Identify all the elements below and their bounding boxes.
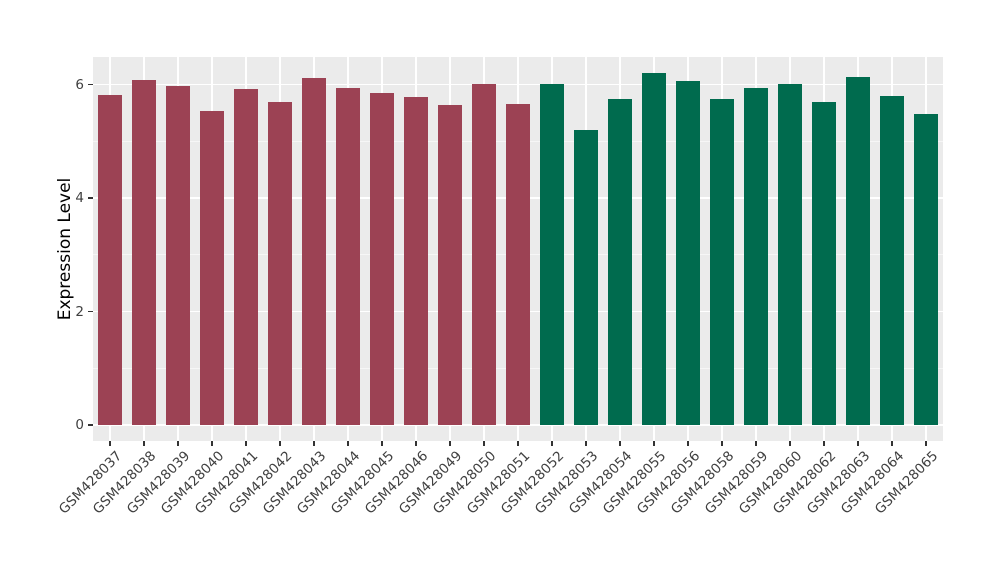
bar-GSM428039: [166, 86, 190, 425]
bar-GSM428045: [370, 92, 394, 425]
x-tick-mark: [415, 441, 417, 446]
x-tick-mark: [755, 441, 757, 446]
y-tick-mark: [88, 197, 93, 199]
x-tick-mark: [687, 441, 689, 446]
bar-GSM428049: [438, 105, 462, 425]
x-tick-mark: [211, 441, 213, 446]
bar-GSM428063: [846, 77, 870, 425]
x-tick-mark: [551, 441, 553, 446]
x-tick-mark: [857, 441, 859, 446]
bar-GSM428044: [336, 87, 360, 425]
bar-GSM428051: [506, 103, 530, 425]
bar-GSM428053: [574, 130, 598, 425]
x-tick-mark: [313, 441, 315, 446]
x-tick-mark: [619, 441, 621, 446]
bar-GSM428046: [404, 96, 428, 425]
bar-GSM428060: [778, 83, 802, 425]
bar-GSM428037: [98, 95, 122, 425]
bar-GSM428038: [132, 79, 156, 425]
plot-panel: [93, 57, 943, 441]
bar-GSM428042: [268, 101, 292, 425]
bar-GSM428054: [608, 98, 632, 425]
bar-GSM428056: [676, 81, 700, 425]
x-tick-mark: [585, 441, 587, 446]
bar-GSM428062: [812, 102, 836, 425]
x-tick-mark: [517, 441, 519, 446]
x-tick-mark: [449, 441, 451, 446]
bar-GSM428055: [642, 73, 666, 425]
y-tick-label: 6: [75, 76, 84, 93]
x-tick-mark: [109, 441, 111, 446]
x-tick-mark: [891, 441, 893, 446]
x-tick-mark: [245, 441, 247, 446]
x-tick-mark: [483, 441, 485, 446]
bar-GSM428043: [302, 78, 326, 425]
x-tick-mark: [177, 441, 179, 446]
y-tick-mark: [88, 424, 93, 426]
x-tick-mark: [925, 441, 927, 446]
x-tick-mark: [789, 441, 791, 446]
y-tick-label: 4: [75, 190, 84, 207]
bar-GSM428052: [540, 83, 564, 425]
x-tick-mark: [653, 441, 655, 446]
bar-GSM428064: [880, 96, 904, 425]
bar-GSM428041: [234, 89, 258, 425]
x-tick-mark: [143, 441, 145, 446]
bar-GSM428065: [914, 114, 938, 425]
bar-GSM428050: [472, 83, 496, 425]
bar-GSM428058: [710, 98, 734, 425]
y-tick-mark: [88, 83, 93, 86]
x-tick-mark: [347, 441, 349, 446]
x-tick-mark: [279, 441, 281, 446]
x-tick-mark: [721, 441, 723, 446]
x-tick-mark: [823, 441, 825, 446]
y-tick-mark: [88, 310, 93, 313]
bar-GSM428040: [200, 110, 224, 425]
x-tick-mark: [381, 441, 383, 446]
y-tick-label: 2: [75, 303, 84, 320]
bar-GSM428059: [744, 88, 768, 425]
y-tick-label: 0: [75, 417, 84, 433]
